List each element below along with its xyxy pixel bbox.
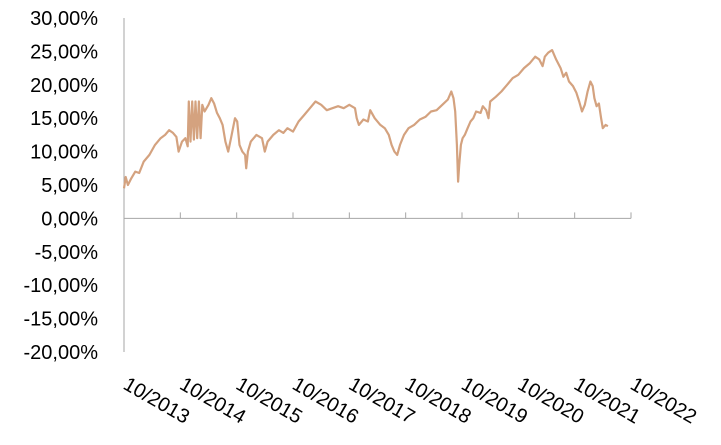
y-tick-label: 10,00% (30, 142, 98, 164)
y-tick-label: 15,00% (30, 108, 98, 130)
y-tick-label: -10,00% (24, 275, 99, 297)
y-tick-label: 20,00% (30, 75, 98, 97)
chart-axes (123, 18, 632, 352)
series-line (122, 49, 609, 189)
y-tick-label: -5,00% (35, 242, 99, 264)
plot-area (122, 49, 609, 189)
y-tick-label: -20,00% (24, 342, 99, 364)
y-axis-tick-labels: 30,00% 25,00% 20,00% 15,00% 10,00% 5,00% 0,00%… (24, 8, 99, 364)
y-tick-label: 25,00% (30, 41, 98, 63)
y-tick-label: 30,00% (30, 8, 98, 30)
y-tick-label: 0,00% (41, 208, 98, 230)
y-tick-label: 5,00% (41, 175, 98, 197)
y-tick-label: -15,00% (24, 309, 99, 331)
x-axis-tick-labels: 10/201310/201410/201510/201610/201710/20… (120, 373, 701, 428)
